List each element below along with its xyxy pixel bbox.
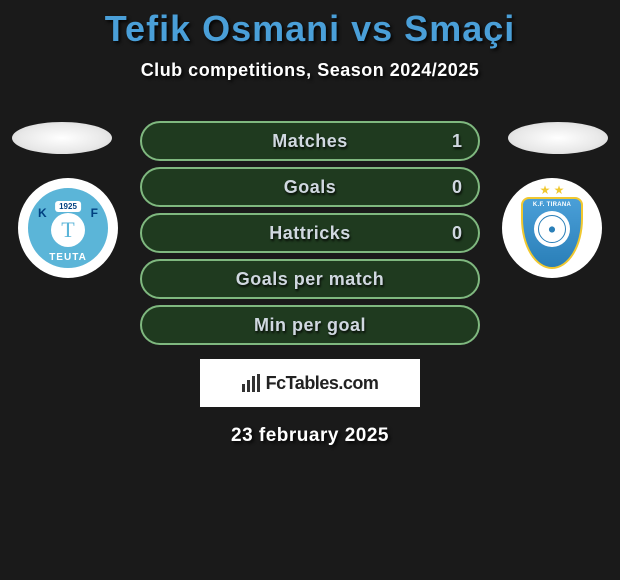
subtitle: Club competitions, Season 2024/2025 — [0, 60, 620, 81]
page-title: Tefik Osmani vs Smaçi — [0, 0, 620, 50]
fctables-attribution: FcTables.com — [200, 359, 420, 407]
tirana-badge: ★ ★ K.F. TIRANA ⬤ — [517, 185, 587, 271]
stat-value-right: 0 — [452, 177, 462, 198]
comparison-card: Tefik Osmani vs Smaçi Club competitions,… — [0, 0, 620, 580]
date-label: 23 february 2025 — [0, 425, 620, 447]
stat-label: Hattricks — [269, 223, 351, 244]
stats-list: Matches 1 Goals 0 Hattricks 0 Goals per … — [140, 121, 480, 345]
tirana-stars-icon: ★ ★ — [517, 183, 587, 197]
stat-label: Goals per match — [236, 269, 385, 290]
stat-row-min-per-goal: Min per goal — [140, 305, 480, 345]
stat-row-goals: Goals 0 — [140, 167, 480, 207]
stat-value-right: 0 — [452, 223, 462, 244]
club-badge-right: ★ ★ K.F. TIRANA ⬤ — [502, 178, 602, 278]
teuta-year: 1925 — [55, 201, 81, 212]
stat-row-matches: Matches 1 — [140, 121, 480, 161]
shadow-ellipse-right — [508, 122, 608, 154]
club-badge-left: K F 1925 T TEUTA — [18, 178, 118, 278]
teuta-letter-k: K — [38, 206, 47, 220]
tirana-name: K.F. TIRANA — [533, 202, 571, 208]
stat-label: Goals — [284, 177, 337, 198]
teuta-badge: K F 1925 T TEUTA — [25, 185, 111, 271]
shadow-ellipse-left — [12, 122, 112, 154]
fctables-text: FcTables.com — [266, 373, 379, 394]
stat-row-hattricks: Hattricks 0 — [140, 213, 480, 253]
tirana-emblem-circle: ⬤ — [534, 211, 570, 247]
stat-label: Matches — [272, 131, 348, 152]
tirana-emblem-inner: ⬤ — [538, 215, 566, 243]
tirana-shield: K.F. TIRANA ⬤ — [521, 197, 583, 269]
fctables-bars-icon — [242, 374, 260, 392]
teuta-center-letter: T — [51, 213, 85, 247]
stat-value-right: 1 — [452, 131, 462, 152]
teuta-letter-f: F — [91, 206, 98, 220]
stat-row-goals-per-match: Goals per match — [140, 259, 480, 299]
stat-label: Min per goal — [254, 315, 366, 336]
teuta-name: TEUTA — [28, 252, 108, 263]
